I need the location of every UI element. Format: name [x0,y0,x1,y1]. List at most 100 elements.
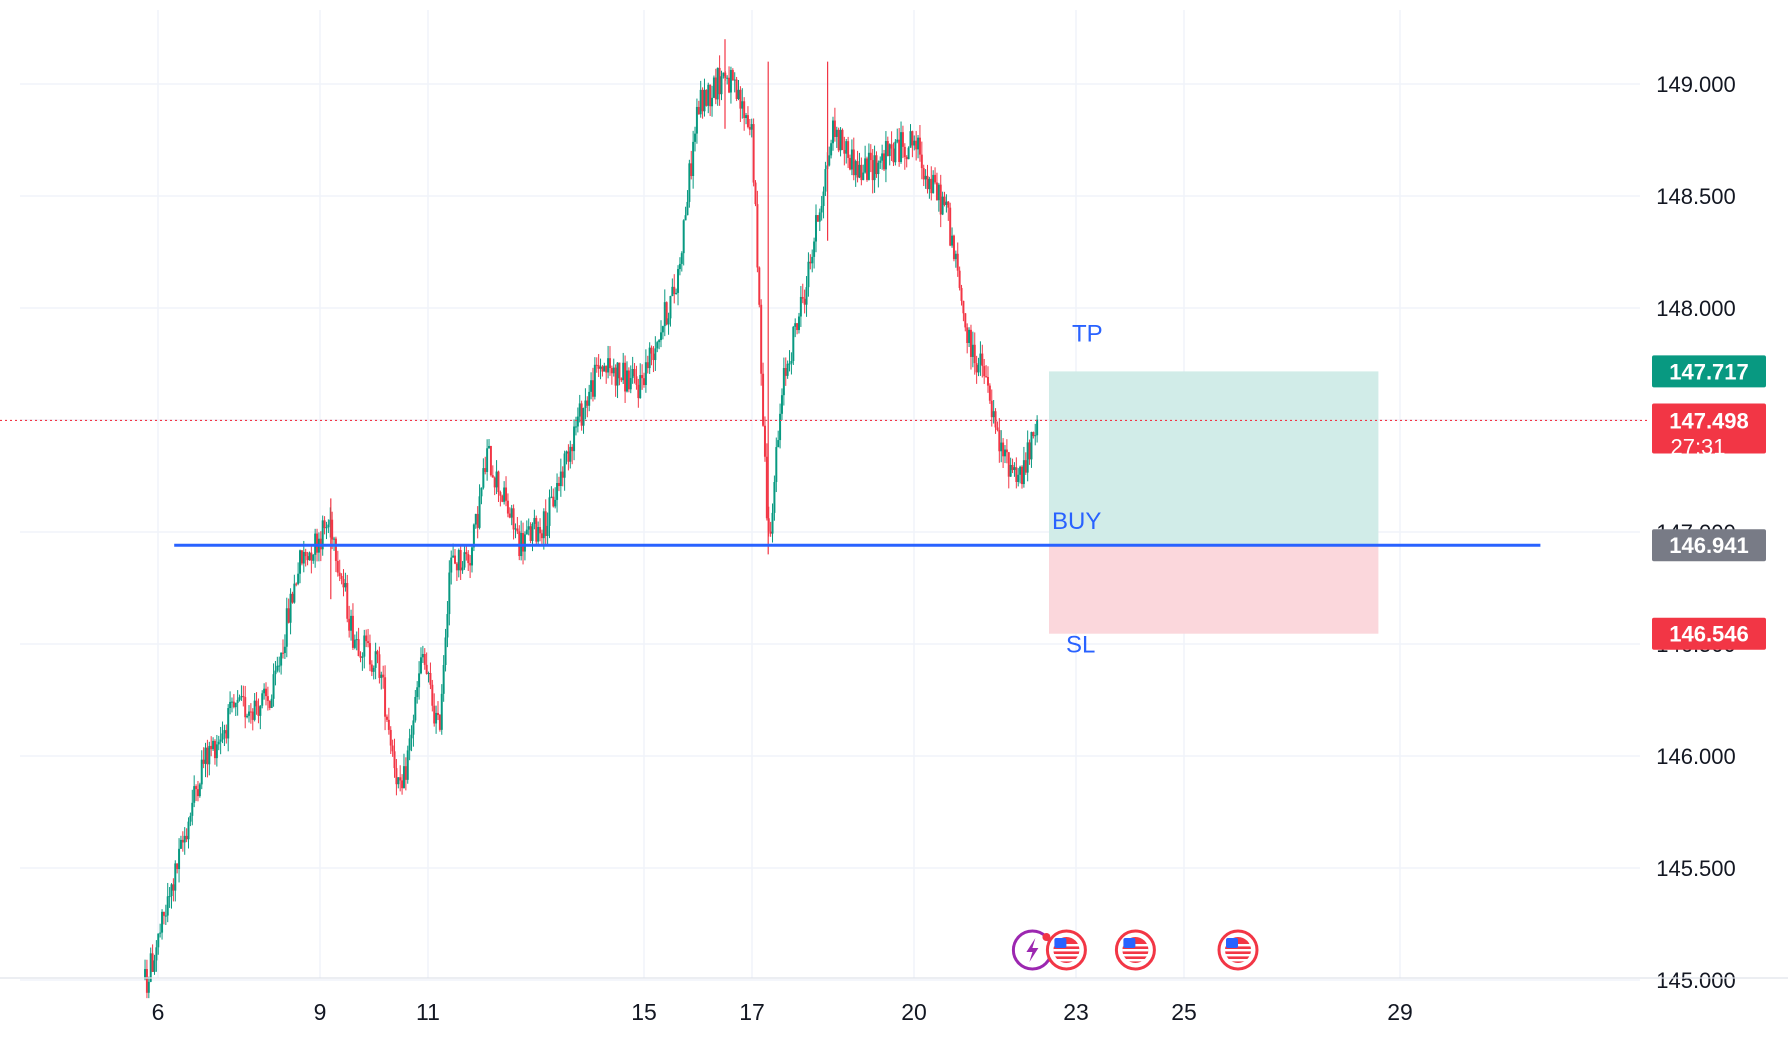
candle-body [799,296,802,317]
candle-body [423,653,426,665]
candle-body [365,635,368,642]
candle-body [433,705,436,724]
candle-body [648,347,651,369]
candle-body [737,89,740,99]
candle-body [480,487,483,497]
candle-body [750,124,753,130]
x-tick-label: 15 [631,999,657,1025]
candle-body [643,378,645,386]
countdown-label: 27:31 [1670,434,1725,459]
candle-body [455,563,458,571]
candle-body [567,451,570,462]
us-flag-icon[interactable] [1217,929,1259,971]
candle-body [998,430,1001,452]
candle-body [794,323,797,327]
candle-body [958,270,961,288]
target-zone[interactable] [1049,371,1379,546]
candle-body [650,347,653,354]
candle-body [476,513,479,528]
candle-body [856,161,859,178]
candle-body [986,377,989,386]
candle-body [873,155,876,181]
candle-body [979,353,982,365]
candle-body [688,163,691,202]
candle-body [221,733,224,740]
candle-body [990,400,993,418]
candle-body [920,154,923,169]
candle-body [230,701,233,703]
candle-body [569,446,572,462]
candle-body [401,780,404,789]
stop-zone[interactable] [1049,545,1379,634]
candle-body [722,72,725,77]
candle-body [151,953,154,972]
y-tick-label: 148.000 [1656,296,1736,321]
us-flag-icon[interactable] [1114,929,1156,971]
candle-body [493,477,496,488]
candle-body [720,76,723,95]
candle-body [465,552,468,555]
candle-body [928,178,931,190]
candle-body [784,368,787,376]
candle-body [323,520,326,529]
candle-body [847,141,850,158]
candle-body [355,639,358,641]
candle-body [246,715,249,718]
candle-body [620,378,623,381]
candlestick-series [144,39,1039,999]
y-tick-label: 145.500 [1656,856,1736,881]
candle-body [469,563,472,566]
candle-body [293,583,296,603]
candle-body [871,160,874,181]
candle-body [299,550,302,574]
candle-body [340,575,343,580]
candle-body [656,342,659,349]
candle-body [707,84,710,106]
candle-body [406,750,409,780]
candle-body [302,551,305,564]
candle-body [255,700,258,707]
candle-body [809,261,812,264]
candle-body [754,182,757,205]
candle-body [474,513,477,525]
candle-body [907,147,910,160]
candle-body [376,651,379,655]
candle-body [818,212,821,222]
candle-body [461,567,464,571]
candle-body [860,164,863,181]
candle-body [922,168,925,180]
candle-body [367,641,370,644]
candle-body [824,169,827,192]
candle-body [304,551,307,557]
candle-body [1007,452,1010,477]
us-flag-icon[interactable] [1045,929,1087,971]
candle-body [399,777,402,781]
event-markers[interactable] [1011,929,1259,971]
lightning-icon[interactable] [1011,929,1053,971]
candle-body [765,456,768,519]
candle-body [580,403,583,426]
candle-body [161,911,164,933]
candle-body [714,77,717,100]
candle-body [690,163,693,176]
candle-body [280,652,283,666]
candle-body [144,969,147,979]
candle-body [622,362,625,381]
candle-body [372,667,375,672]
candle-body [276,665,279,671]
candle-body [780,395,783,414]
candle-body [760,304,763,374]
candle-body [839,129,842,151]
candle-body [935,182,938,201]
y-tick-label: 149.000 [1656,72,1736,97]
candle-body [153,960,156,972]
candle-body [775,447,778,483]
candle-body [450,557,453,573]
candle-body [943,196,946,205]
candle-body [452,555,455,558]
candle-body [590,380,593,392]
candle-body [582,408,585,426]
candle-body [518,531,521,557]
